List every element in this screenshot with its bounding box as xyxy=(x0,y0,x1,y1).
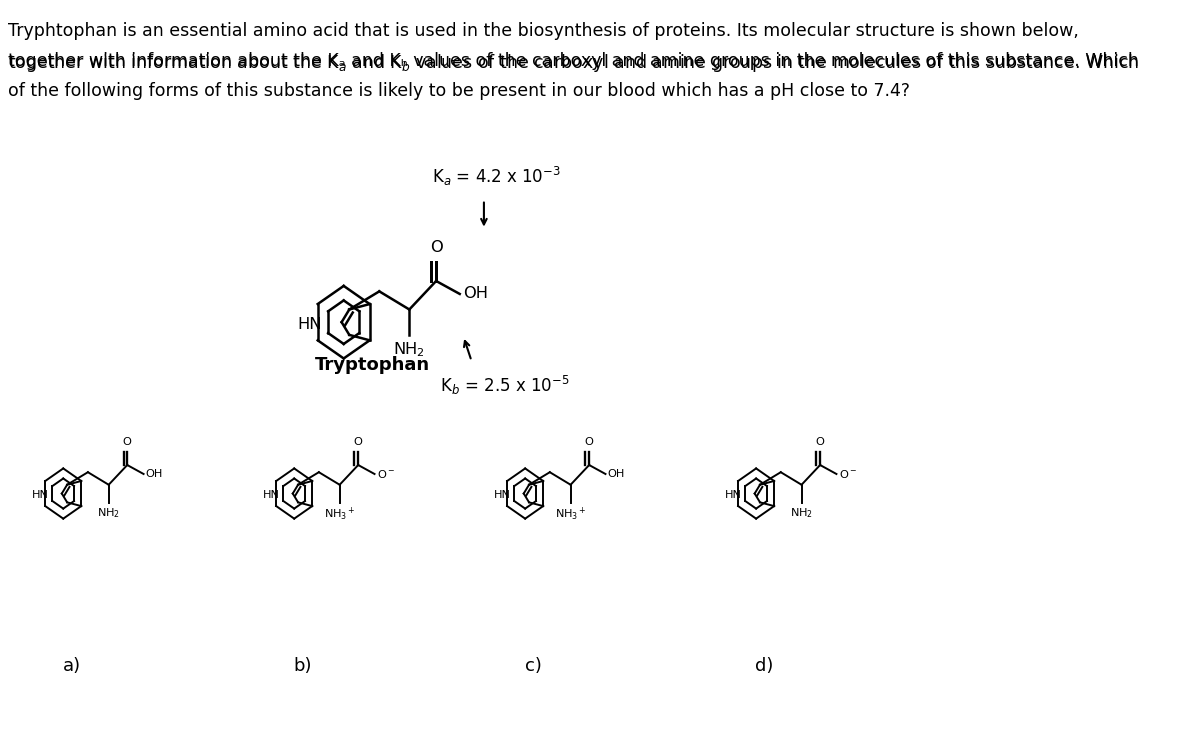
Text: together with information about the K$_a$ and K$_b$ values of the carboxyl and a: together with information about the K$_a… xyxy=(8,52,1139,74)
Text: NH$_2$: NH$_2$ xyxy=(97,506,120,520)
Text: together with information about the Kₐ and Kₕ values of the carboxyl and amine g: together with information about the Kₐ a… xyxy=(8,52,1139,70)
Text: HN: HN xyxy=(298,317,323,332)
Text: b): b) xyxy=(293,657,312,675)
Text: K$_b$ = 2.5 x 10$^{-5}$: K$_b$ = 2.5 x 10$^{-5}$ xyxy=(439,374,570,397)
Text: O$^-$: O$^-$ xyxy=(839,468,857,480)
Text: d): d) xyxy=(755,657,774,675)
Text: Tryphtophan is an essential amino acid that is used in the biosynthesis of prote: Tryphtophan is an essential amino acid t… xyxy=(8,22,1079,40)
Text: OH: OH xyxy=(607,469,625,479)
Text: OH: OH xyxy=(463,287,488,302)
Text: Tryptophan: Tryptophan xyxy=(314,356,430,374)
Text: K$_a$ = 4.2 x 10$^{-3}$: K$_a$ = 4.2 x 10$^{-3}$ xyxy=(432,165,560,188)
Text: NH$_3$$^+$: NH$_3$$^+$ xyxy=(324,506,355,523)
Text: NH$_2$: NH$_2$ xyxy=(394,341,425,359)
Text: a): a) xyxy=(62,657,80,675)
Text: O: O xyxy=(816,437,824,447)
Text: O: O xyxy=(584,437,594,447)
Text: O: O xyxy=(430,240,443,255)
Text: NH$_2$: NH$_2$ xyxy=(790,506,812,520)
Text: O: O xyxy=(354,437,362,447)
Text: HN: HN xyxy=(493,491,510,500)
Text: OH: OH xyxy=(146,469,163,479)
Text: HN: HN xyxy=(31,491,48,500)
Text: NH$_3$$^+$: NH$_3$$^+$ xyxy=(554,506,587,523)
Text: c): c) xyxy=(524,657,542,675)
Text: O: O xyxy=(122,437,132,447)
Text: O$^-$: O$^-$ xyxy=(377,468,395,480)
Text: HN: HN xyxy=(263,491,280,500)
Text: of the following forms of this substance is likely to be present in our blood wh: of the following forms of this substance… xyxy=(8,82,910,100)
Text: HN: HN xyxy=(725,491,742,500)
